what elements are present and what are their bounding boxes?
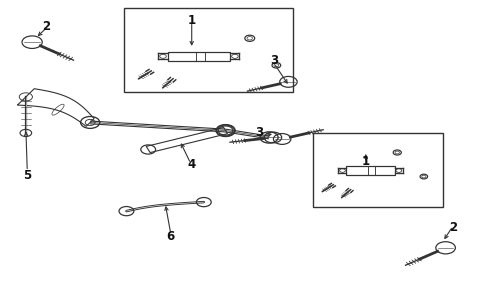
Text: 6: 6 [166,230,174,243]
Text: 3: 3 [269,54,277,67]
Text: 1: 1 [361,155,369,168]
Text: 1: 1 [187,14,196,27]
Text: 2: 2 [43,20,51,33]
Bar [312,133,442,207]
Text: 3: 3 [255,127,263,140]
Text: 5: 5 [23,169,31,182]
Text: 4: 4 [187,158,196,171]
Text: 2: 2 [448,221,456,234]
Bar [124,8,293,92]
